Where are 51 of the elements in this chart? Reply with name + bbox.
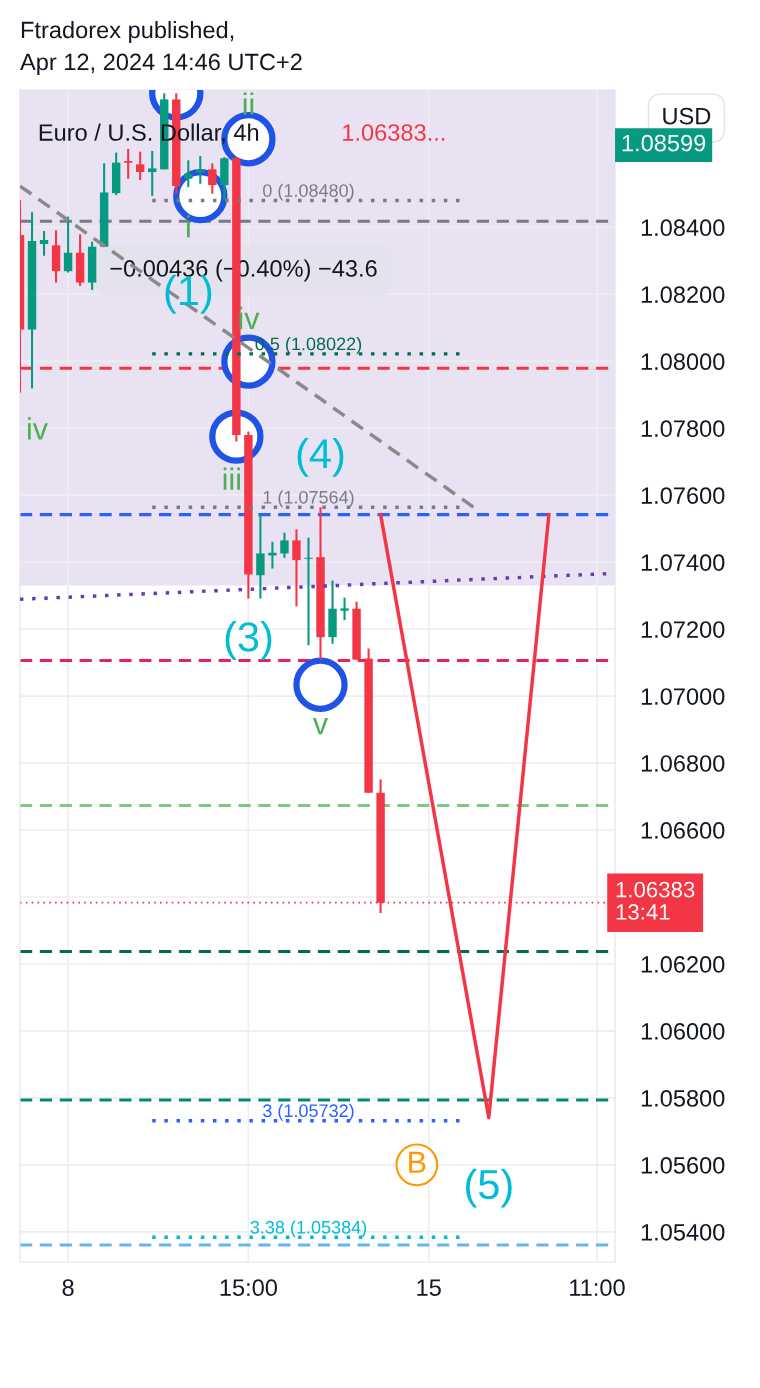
- annotation: (3): [225, 621, 272, 660]
- annotation: (5): [465, 1168, 512, 1208]
- y-tick-label: 1.06200: [641, 956, 725, 973]
- annotation: B: [409, 1151, 426, 1173]
- candlestick: [256, 512, 265, 600]
- ref-line-label: 1.06383 13:41: [616, 881, 695, 920]
- series-label: 3.38 (1.05384): [250, 1220, 367, 1238]
- x-tick-label: 15: [417, 1279, 441, 1297]
- y-tick-label: 1.07600: [641, 487, 725, 504]
- y-tick-label: 1.08200: [641, 286, 725, 304]
- text: USD: [663, 107, 711, 125]
- candlestick: [196, 154, 205, 185]
- annotation: iv: [27, 417, 48, 440]
- x-tick-label: 8: [62, 1279, 74, 1297]
- y-tick-label: 1.08400: [641, 219, 725, 237]
- candlestick: [280, 531, 289, 559]
- text: 1.08599: [622, 134, 706, 152]
- y-tick-label: 1.07200: [641, 621, 725, 638]
- y-tick-label: 1.06000: [641, 1023, 725, 1040]
- y-tick-label: 1.08000: [641, 353, 725, 371]
- candlestick: [208, 162, 217, 195]
- candlestick: [184, 159, 193, 189]
- candlestick: [123, 147, 133, 180]
- candlestick: [292, 528, 301, 608]
- y-tick-label: 1.05800: [641, 1089, 725, 1107]
- series-label: 0 (1.08480): [263, 183, 354, 201]
- x-tick-label: 11:00: [570, 1279, 625, 1297]
- y-tick-label: 1.07000: [641, 688, 725, 705]
- candlestick: [63, 215, 73, 274]
- annotation: i: [187, 215, 190, 238]
- annotation: (4): [297, 437, 344, 477]
- chart-subtitle: Apr 12, 2024 14:46 UTC+2: [20, 53, 302, 76]
- y-tick-label: 1.07800: [641, 420, 725, 437]
- y-tick-label: 1.06600: [641, 822, 725, 839]
- annotation: ii: [243, 92, 254, 115]
- candlestick: [304, 536, 313, 647]
- series-label: 3 (1.05732): [263, 1103, 354, 1121]
- y-tick-label: 1.06800: [641, 755, 725, 772]
- y-tick-label: 1.05400: [641, 1223, 725, 1241]
- annotation: iii: [223, 467, 240, 490]
- annotation: 1.06383...: [343, 124, 445, 141]
- annotation: v: [312, 718, 329, 735]
- candlestick: [148, 149, 157, 197]
- series-label: 1 (1.07564): [263, 490, 354, 508]
- y-tick-label: 1.05600: [641, 1156, 725, 1174]
- candlestick: [340, 596, 349, 622]
- chart-title: Ftradorex published,: [21, 21, 234, 44]
- candlestick: [135, 150, 145, 182]
- y-tick-label: 1.07400: [641, 554, 725, 571]
- candlestick: [39, 229, 49, 257]
- x-tick-label: 15:00: [220, 1279, 278, 1297]
